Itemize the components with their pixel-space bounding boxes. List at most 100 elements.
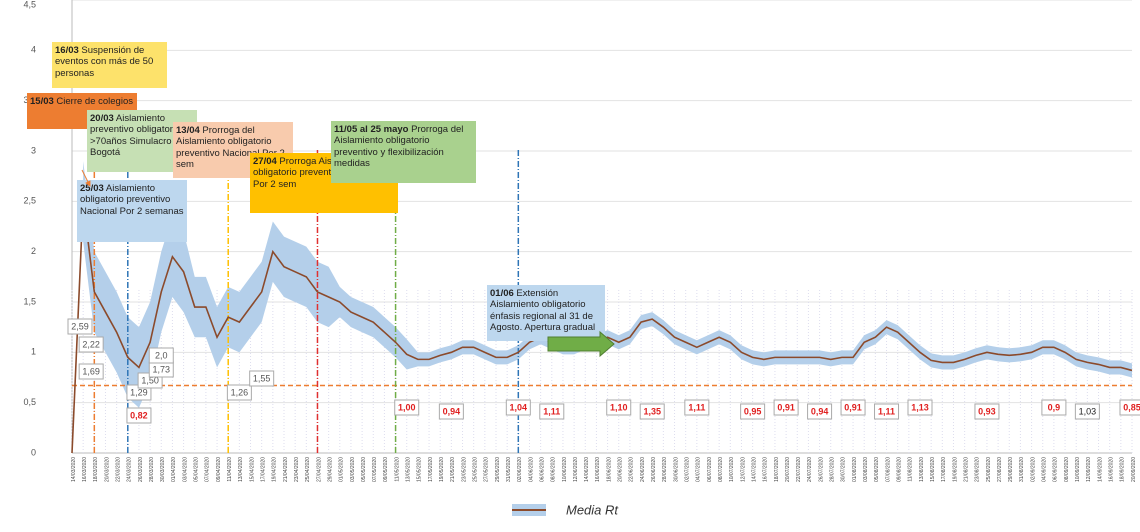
x-tick-label: 05/05/2020	[361, 457, 367, 482]
callout-box	[773, 399, 799, 416]
annotation-text: Prorroga del Aislamiento obligatorio pre…	[334, 124, 464, 170]
annotation-text: Extensión Aislamiento obligatorio énfasi…	[490, 288, 596, 334]
annotation-date: 15/03	[30, 96, 54, 107]
callout-box	[249, 370, 275, 387]
x-tick-label: 03/08/2020	[863, 457, 869, 482]
annotation-date: 16/03	[55, 45, 79, 56]
legend-label: Media Rt	[566, 502, 619, 517]
x-tick-label: 24/07/2020	[807, 457, 813, 482]
x-tick-label: 28/03/2020	[149, 457, 155, 482]
callout-box	[126, 407, 152, 424]
x-tick-label: 06/09/2020	[1053, 457, 1059, 482]
x-tick-label: 12/07/2020	[740, 457, 746, 482]
x-tick-label: 29/05/2020	[495, 457, 501, 482]
x-tick-label: 18/03/2020	[93, 457, 99, 482]
annotation-box: 16/03 Suspensión de eventos con más de 5…	[52, 42, 167, 88]
marks-layer	[71, 150, 1133, 454]
annotation: 11/05 al 25 mayo Prorroga del Aislamient…	[331, 121, 476, 183]
x-tick-label: 16/06/2020	[595, 457, 601, 482]
annotation: 20/03 Aislamiento preventivo obligatorio…	[87, 110, 197, 172]
x-tick-label: 10/07/2020	[729, 457, 735, 482]
callout: 1,69	[78, 363, 104, 380]
x-tick-label: 26/07/2020	[818, 457, 824, 482]
point-label: 1,26	[231, 387, 249, 397]
x-tick-label: 13/05/2020	[406, 457, 412, 482]
point-label: 2,0	[155, 350, 168, 360]
annotation-text: Cierre de colegios	[56, 96, 133, 107]
callout-box	[148, 347, 174, 364]
callout-box	[539, 403, 565, 420]
annotation-date: 25/03	[80, 183, 104, 194]
x-tick-label: 30/03/2020	[160, 457, 166, 482]
x-tick-label: 14/07/2020	[751, 457, 757, 482]
callout: 0,91	[840, 399, 866, 416]
x-tick-label: 29/08/2020	[1008, 457, 1014, 482]
grid-layer: 00,511,522,533,544,514/03/202016/03/2020…	[23, 0, 1137, 482]
x-tick-label: 02/07/2020	[685, 457, 691, 482]
x-tick-label: 18/09/2020	[1120, 457, 1126, 482]
x-tick-label: 17/04/2020	[261, 457, 267, 482]
callout-box	[807, 403, 833, 420]
y-tick-label: 0,5	[23, 397, 36, 407]
annotation-date: 20/03	[90, 113, 114, 124]
point-label: 1,00	[398, 402, 416, 412]
annotation-box: 01/06 Extensión Aislamiento obligatorio …	[487, 285, 605, 341]
callout-box	[78, 336, 104, 353]
callout-box	[684, 399, 710, 416]
x-tick-label: 15/04/2020	[249, 457, 255, 482]
x-tick-label: 23/05/2020	[461, 457, 467, 482]
x-tick-label: 02/09/2020	[1030, 457, 1036, 482]
x-tick-label: 22/06/2020	[629, 457, 635, 482]
confidence-band	[83, 161, 1132, 408]
x-tick-label: 03/04/2020	[182, 457, 188, 482]
x-tick-label: 15/08/2020	[930, 457, 936, 482]
callout: 0,94	[807, 403, 833, 420]
green-arrow	[547, 330, 615, 358]
point-label: 0,94	[443, 406, 461, 416]
callout: 1,13	[907, 399, 933, 416]
point-label: 0,94	[811, 406, 829, 416]
x-tick-label: 24/03/2020	[127, 457, 133, 482]
x-tick-label: 11/04/2020	[227, 457, 233, 482]
point-label: 1,04	[510, 402, 528, 412]
point-label: 1,50	[141, 375, 159, 385]
x-tick-label: 14/03/2020	[71, 457, 77, 482]
annotation-box: 11/05 al 25 mayo Prorroga del Aislamient…	[331, 121, 476, 183]
annotation-date: 27/04	[253, 156, 277, 167]
x-tick-label: 25/04/2020	[305, 457, 311, 482]
x-tick-label: 31/08/2020	[1019, 457, 1025, 482]
x-tick-label: 25/05/2020	[473, 457, 479, 482]
callout: 0,93	[974, 403, 1000, 420]
y-tick-label: 3	[31, 145, 36, 155]
x-tick-label: 26/06/2020	[651, 457, 657, 482]
x-tick-label: 22/03/2020	[115, 457, 121, 482]
x-tick-label: 04/07/2020	[696, 457, 702, 482]
callout: 0,91	[773, 399, 799, 416]
x-tick-label: 12/09/2020	[1086, 457, 1092, 482]
callout-box	[78, 363, 104, 380]
x-tick-label: 01/04/2020	[171, 457, 177, 482]
callout: 1,29	[126, 384, 152, 401]
x-tick-label: 10/09/2020	[1075, 457, 1081, 482]
point-label: 0,82	[130, 410, 148, 420]
x-tick-label: 18/06/2020	[606, 457, 612, 482]
x-tick-label: 11/05/2020	[394, 457, 400, 482]
point-label: 1,55	[253, 373, 271, 383]
x-tick-label: 20/09/2020	[1131, 457, 1137, 482]
x-tick-label: 31/05/2020	[506, 457, 512, 482]
annotation: 01/06 Extensión Aislamiento obligatorio …	[487, 285, 605, 341]
x-tick-label: 07/04/2020	[205, 457, 211, 482]
x-tick-label: 20/03/2020	[104, 457, 110, 482]
callout: 1,35	[639, 403, 665, 420]
point-label: 0,93	[978, 406, 996, 416]
callout-box	[606, 399, 632, 416]
annotation-text: Suspensión de eventos con más de 50 pers…	[55, 45, 154, 79]
annotation: 16/03 Suspensión de eventos con más de 5…	[52, 42, 167, 88]
x-tick-label: 10/06/2020	[562, 457, 568, 482]
annotation-layer: 2,59 2,22 1,69 0,82 1,29 1,501,73 2,0 1,26 1,55 1…	[27, 42, 1140, 424]
callout-box	[1041, 399, 1067, 416]
y-tick-label: 1,5	[23, 296, 36, 306]
callout-box	[438, 403, 464, 420]
callout: 1,10	[606, 399, 632, 416]
